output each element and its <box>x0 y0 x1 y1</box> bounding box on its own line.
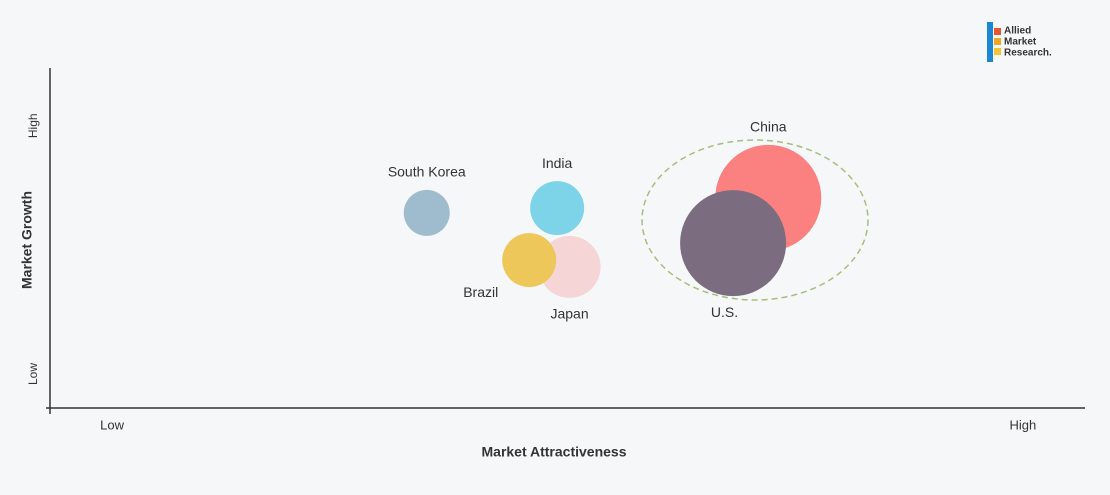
logo: Allied Market Research. <box>987 22 1052 62</box>
y-axis-title: Market Growth <box>19 191 35 289</box>
y-tick-label: Low <box>26 363 40 385</box>
logo-text: Allied <box>1004 26 1031 37</box>
logo-bar <box>987 22 993 62</box>
bubble <box>680 190 787 297</box>
bubble-label: Brazil <box>463 284 498 300</box>
cluster-ellipse <box>641 139 869 301</box>
logo-square <box>994 28 1001 35</box>
logo-square <box>994 48 1001 55</box>
x-tick-label: High <box>1010 417 1037 432</box>
bubble <box>403 189 450 236</box>
logo-square <box>994 38 1001 45</box>
bubble <box>502 233 557 288</box>
bubble-label: China <box>750 119 787 135</box>
bubble <box>530 181 585 236</box>
x-axis-title: Market Attractiveness <box>482 444 627 460</box>
y-tick-label: High <box>26 113 40 138</box>
bubble-label: India <box>542 155 573 171</box>
logo-text: Market <box>1004 37 1037 48</box>
bubble-label: Japan <box>550 306 588 322</box>
x-tick-label: Low <box>100 417 124 432</box>
bubble-label: South Korea <box>388 164 466 180</box>
bubble-label: U.S. <box>711 304 738 320</box>
logo-text: Research. <box>1004 48 1052 59</box>
